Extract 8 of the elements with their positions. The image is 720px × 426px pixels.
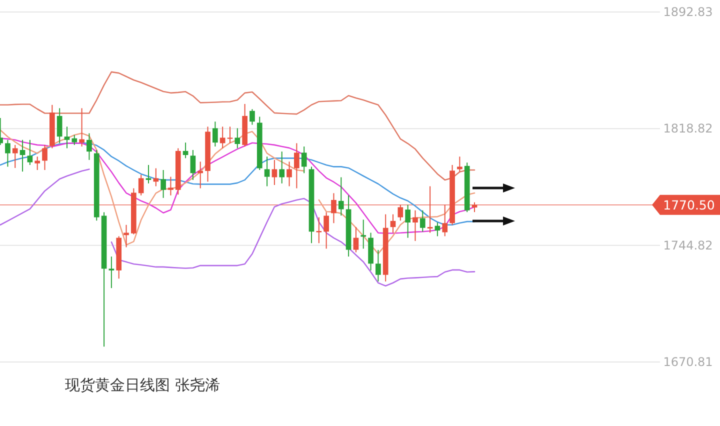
line-series — [0, 71, 476, 181]
ref-label: 1770.50 — [652, 194, 720, 215]
y-tick-label: 1818.82 — [663, 122, 713, 136]
ref-line-label: 1770.50 — [663, 197, 715, 212]
y-tick-label: 1892.83 — [663, 5, 713, 19]
y-tick-label: 1744.82 — [663, 238, 713, 252]
text: 现货黄金日线图 张尧浠 — [65, 376, 220, 394]
y-tick-label: 1670.81 — [663, 355, 713, 369]
